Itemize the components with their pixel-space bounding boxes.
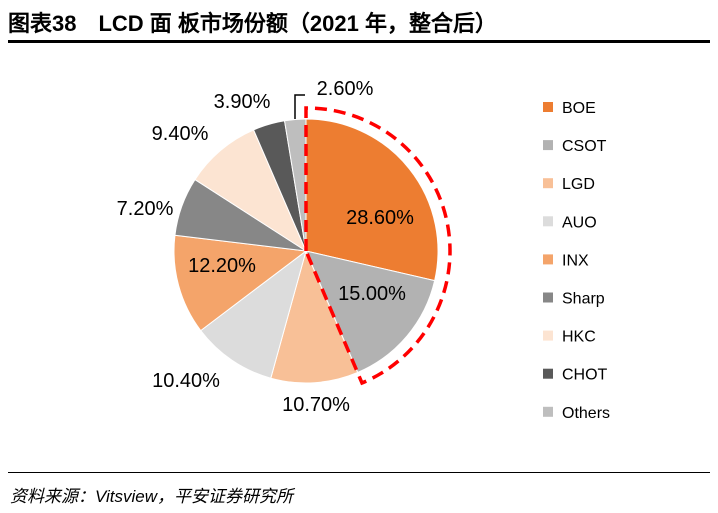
legend-swatch-auo bbox=[543, 216, 553, 227]
data-label-hkc: 9.40% bbox=[152, 123, 209, 145]
legend-label-inx: INX bbox=[562, 252, 589, 269]
source-note: 资料来源：Vitsview，平安证券研究所 bbox=[10, 487, 294, 506]
footer-rule bbox=[8, 472, 710, 473]
legend-label-others: Others bbox=[562, 405, 610, 422]
legend-swatch-sharp bbox=[543, 292, 553, 303]
pie-slice-boe bbox=[305, 118, 439, 282]
pie-slice-auo bbox=[199, 249, 307, 379]
pie-slice-hkc bbox=[194, 129, 308, 253]
legend-label-lgd: LGD bbox=[562, 176, 595, 193]
legend-swatch-inx bbox=[543, 254, 553, 265]
data-label-auo: 10.40% bbox=[152, 370, 220, 392]
data-label-chot: 3.90% bbox=[214, 91, 271, 113]
legend-label-auo: AUO bbox=[562, 214, 597, 231]
legend-swatch-lgd bbox=[543, 178, 553, 189]
legend-swatch-chot bbox=[543, 368, 553, 379]
title-rule bbox=[8, 40, 710, 43]
leader-line-others bbox=[294, 94, 305, 119]
pie-slice-inx bbox=[173, 234, 308, 332]
legend-swatch-csot bbox=[543, 140, 553, 151]
pie-slice-others bbox=[283, 118, 307, 252]
chart-title: 图表38 LCD 面 板市场份额（2021 年，整合后） bbox=[8, 11, 497, 36]
data-label-inx: 12.20% bbox=[188, 255, 256, 277]
legend-swatch-others bbox=[543, 406, 553, 417]
legend-label-sharp: Sharp bbox=[562, 291, 605, 308]
legend-label-boe: BOE bbox=[562, 100, 596, 117]
pie-slice-csot bbox=[305, 250, 436, 374]
legend-label-csot: CSOT bbox=[562, 138, 607, 155]
data-label-others: 2.60% bbox=[317, 78, 374, 100]
legend-swatch-hkc bbox=[543, 330, 553, 341]
legend-swatch-boe bbox=[543, 102, 553, 112]
legend-label-chot: CHOT bbox=[562, 367, 608, 384]
pie-slice-lgd bbox=[270, 249, 359, 384]
highlight-outline bbox=[304, 106, 452, 386]
legend-label-hkc: HKC bbox=[562, 329, 596, 346]
data-label-csot: 15.00% bbox=[338, 283, 406, 305]
data-label-sharp: 7.20% bbox=[117, 198, 174, 220]
data-label-boe: 28.60% bbox=[346, 207, 414, 229]
data-label-lgd: 10.70% bbox=[282, 394, 350, 416]
